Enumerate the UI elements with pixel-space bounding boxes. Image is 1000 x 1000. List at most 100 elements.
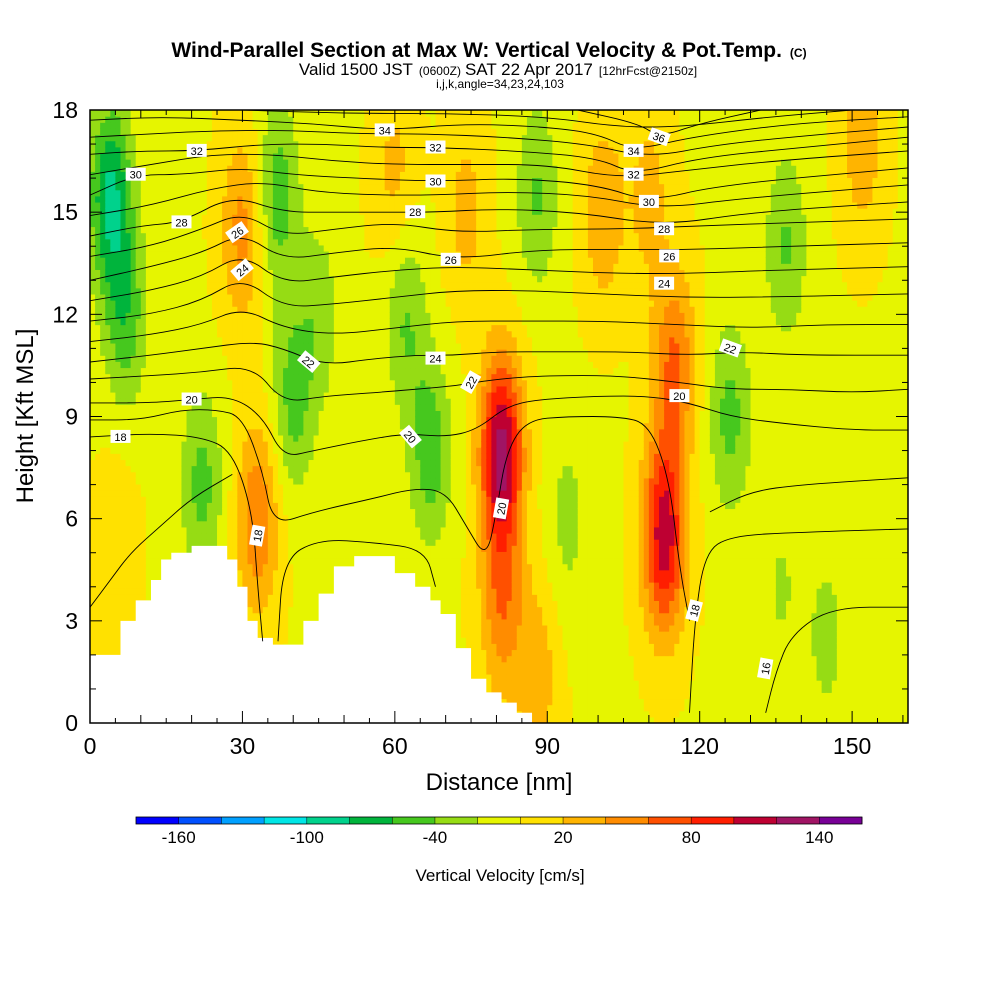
velocity-cell	[95, 263, 101, 270]
velocity-cell	[333, 459, 340, 467]
velocity-cell	[257, 520, 264, 528]
velocity-cell	[313, 379, 320, 387]
velocity-cell	[125, 441, 132, 448]
velocity-cell	[166, 250, 172, 258]
velocity-cell	[105, 355, 111, 362]
velocity-cell	[237, 177, 244, 185]
velocity-cell	[293, 508, 299, 516]
velocity-cell	[328, 367, 335, 375]
velocity-cell	[217, 220, 223, 228]
velocity-cell	[298, 441, 304, 448]
velocity-cell	[262, 330, 269, 338]
velocity-cell	[288, 385, 294, 393]
velocity-cell	[298, 575, 304, 583]
velocity-cell	[196, 539, 203, 546]
velocity-cell	[267, 159, 274, 166]
velocity-cell	[206, 324, 213, 332]
velocity-cell	[328, 263, 335, 270]
velocity-cell	[242, 238, 249, 246]
velocity-cell	[252, 257, 259, 264]
velocity-cell	[267, 631, 274, 638]
velocity-cell	[201, 226, 208, 234]
velocity-cell	[293, 483, 299, 491]
velocity-cell	[257, 189, 264, 197]
velocity-cell	[196, 355, 203, 362]
velocity-cell	[232, 146, 238, 154]
velocity-cell	[298, 398, 304, 405]
velocity-cell	[328, 134, 335, 142]
velocity-cell	[267, 208, 274, 215]
velocity-cell	[272, 171, 279, 179]
velocity-cell	[242, 349, 249, 356]
velocity-cell	[298, 312, 304, 320]
velocity-cell	[222, 453, 228, 461]
velocity-cell	[145, 459, 152, 467]
velocity-cell	[145, 287, 152, 295]
velocity-cell	[217, 490, 223, 497]
velocity-cell	[298, 416, 304, 424]
velocity-cell	[125, 569, 132, 577]
velocity-cell	[140, 195, 147, 203]
velocity-cell	[272, 465, 279, 473]
velocity-cell	[95, 618, 101, 626]
velocity-cell	[145, 226, 152, 234]
velocity-cell	[262, 410, 269, 418]
velocity-cell	[257, 514, 264, 522]
velocity-cell	[227, 526, 233, 534]
velocity-cell	[318, 330, 325, 338]
velocity-cell	[206, 349, 213, 356]
velocity-cell	[156, 189, 162, 197]
velocity-cell	[196, 379, 203, 387]
velocity-cell	[110, 275, 116, 283]
velocity-cell	[232, 152, 238, 160]
velocity-cell	[283, 557, 289, 565]
velocity-cell	[150, 189, 157, 197]
velocity-cell	[211, 483, 218, 491]
velocity-cell	[232, 244, 238, 252]
velocity-cell	[115, 281, 122, 289]
velocity-cell	[100, 171, 106, 179]
velocity-cell	[227, 220, 233, 228]
velocity-cell	[242, 545, 249, 552]
velocity-cell	[328, 275, 335, 283]
velocity-cell	[267, 269, 274, 277]
velocity-cell	[338, 557, 345, 565]
velocity-cell	[95, 330, 101, 338]
velocity-cell	[105, 520, 111, 528]
velocity-cell	[161, 269, 167, 277]
velocity-cell	[217, 379, 223, 387]
velocity-cell	[90, 539, 96, 546]
velocity-cell	[333, 128, 340, 136]
velocity-cell	[272, 275, 279, 283]
velocity-cell	[293, 575, 299, 583]
velocity-cell	[227, 483, 233, 491]
velocity-cell	[313, 404, 320, 411]
velocity-cell	[293, 183, 299, 191]
velocity-cell	[242, 582, 249, 589]
velocity-cell	[145, 140, 152, 148]
velocity-cell	[252, 398, 259, 405]
velocity-cell	[140, 361, 147, 369]
velocity-cell	[100, 373, 106, 381]
velocity-cell	[95, 238, 101, 246]
velocity-cell	[247, 324, 254, 332]
velocity-cell	[308, 379, 315, 387]
velocity-cell	[110, 477, 116, 485]
velocity-cell	[272, 312, 279, 320]
velocity-cell	[318, 306, 325, 313]
velocity-cell	[242, 152, 249, 160]
velocity-cell	[150, 526, 157, 534]
velocity-cell	[135, 569, 142, 577]
velocity-cell	[161, 453, 167, 461]
velocity-cell	[145, 483, 152, 491]
velocity-cell	[100, 159, 106, 166]
velocity-cell	[308, 496, 315, 503]
velocity-cell	[90, 624, 96, 632]
velocity-cell	[90, 563, 96, 571]
velocity-cell	[120, 232, 127, 240]
velocity-cell	[222, 526, 228, 534]
velocity-cell	[267, 379, 274, 387]
velocity-cell	[308, 177, 315, 185]
velocity-cell	[262, 539, 269, 546]
velocity-cell	[125, 330, 132, 338]
